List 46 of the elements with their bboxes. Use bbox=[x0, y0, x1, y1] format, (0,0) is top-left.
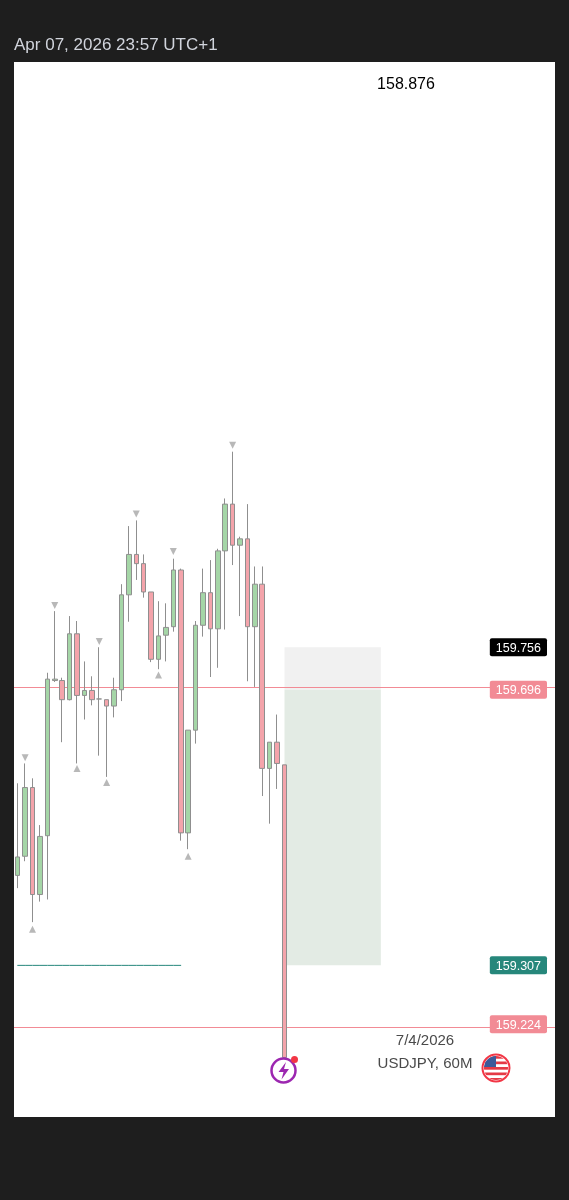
candlestick bbox=[208, 559, 213, 678]
annotation: 158.876 bbox=[377, 74, 435, 93]
point bbox=[21, 754, 29, 762]
candlestick bbox=[119, 583, 124, 702]
candlestick bbox=[267, 741, 272, 825]
candlestick bbox=[67, 615, 72, 701]
candlestick bbox=[30, 777, 35, 923]
candlestick bbox=[96, 646, 102, 757]
candlestick bbox=[200, 568, 206, 638]
candlestick bbox=[15, 782, 20, 889]
point bbox=[229, 441, 237, 449]
candlestick bbox=[82, 660, 87, 721]
candlestick bbox=[171, 558, 176, 633]
chart-title: Apr 07, 2026 23:57 UTC+1 bbox=[14, 35, 218, 55]
point bbox=[29, 925, 37, 933]
candlestick bbox=[141, 553, 146, 599]
candlestick bbox=[274, 714, 280, 790]
point bbox=[95, 638, 103, 646]
candlestick bbox=[134, 519, 139, 581]
candlestick bbox=[282, 764, 287, 1059]
candlestick bbox=[156, 600, 161, 670]
candlestick bbox=[22, 762, 28, 862]
candlestick bbox=[193, 620, 198, 745]
candlestick bbox=[230, 451, 235, 566]
y-tick-label: 159.756 bbox=[495, 640, 542, 655]
candlestick bbox=[74, 620, 80, 764]
candlestick bbox=[45, 672, 50, 900]
point bbox=[184, 852, 192, 860]
candlestick bbox=[126, 525, 132, 623]
y-tick-label: 159.224 bbox=[495, 1017, 542, 1032]
point bbox=[169, 548, 177, 556]
candlestick bbox=[37, 824, 43, 903]
y-tick-label: 159.307 bbox=[495, 958, 542, 973]
candlestick bbox=[89, 675, 95, 706]
annotation: 7/4/2026 bbox=[395, 1030, 455, 1049]
point bbox=[155, 671, 163, 679]
candlestick bbox=[163, 602, 169, 662]
point bbox=[103, 779, 111, 787]
candlestick bbox=[111, 677, 117, 718]
candlestick bbox=[148, 591, 154, 663]
y-tick-label: 159.696 bbox=[495, 683, 542, 698]
candlestick bbox=[245, 503, 250, 682]
candlestick bbox=[237, 536, 243, 617]
point bbox=[73, 764, 81, 772]
annotation: USDJPY, 60M bbox=[377, 1053, 473, 1072]
candlestick bbox=[104, 699, 109, 778]
